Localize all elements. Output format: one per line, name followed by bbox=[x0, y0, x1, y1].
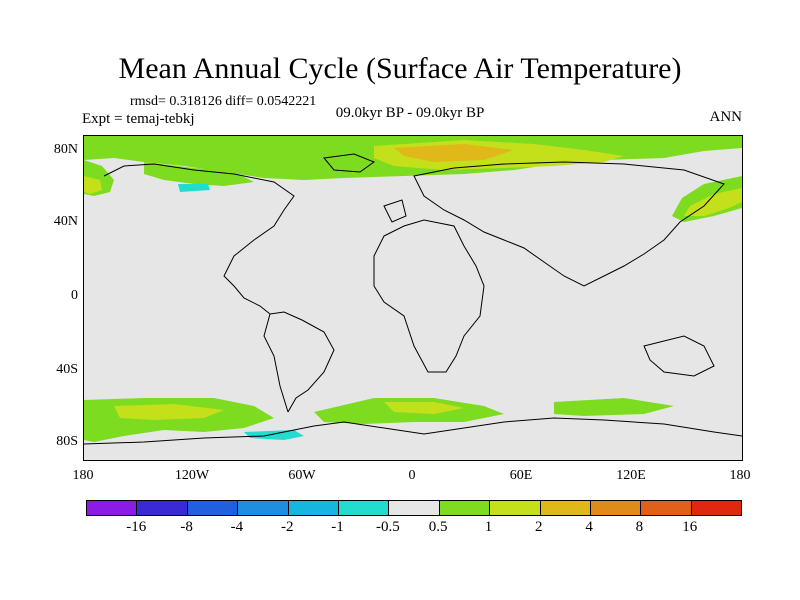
colorbar-label: 0.5 bbox=[428, 519, 448, 535]
anomaly-region-siberia-hot bbox=[394, 144, 514, 162]
colorbar-label: -16 bbox=[126, 519, 147, 535]
colorbar-box-5 bbox=[338, 501, 390, 515]
lat-tick-80n: 80N bbox=[53, 142, 78, 157]
colorbar-label: 4 bbox=[585, 519, 593, 535]
colorbar-box-2 bbox=[187, 501, 239, 515]
rmsd-diff-stats: rmsd= 0.318126 diff= 0.0542221 bbox=[130, 94, 317, 109]
anomaly-region-southern-ocean-indian bbox=[554, 398, 674, 416]
anomaly-region-alaska-warm bbox=[84, 176, 102, 194]
colorbar-box-8 bbox=[490, 501, 541, 515]
anomaly-region-canada bbox=[144, 162, 254, 186]
colorbar-box-7 bbox=[439, 501, 491, 515]
anomaly-region-hudson-cool bbox=[178, 184, 210, 192]
season-label: ANN bbox=[709, 109, 743, 125]
colorbar-label: 1 bbox=[484, 519, 493, 535]
anomaly-region-antarctic-cool bbox=[244, 430, 304, 440]
colorbar-box-6 bbox=[389, 501, 440, 515]
colorbar-box-10 bbox=[590, 501, 642, 515]
lon-tick-60e: 60E bbox=[509, 468, 533, 483]
anomaly-region-ross-warm bbox=[114, 404, 224, 420]
colorbar-box-0 bbox=[87, 501, 138, 515]
colorbar-label: -1 bbox=[331, 519, 344, 535]
anomaly-region-kamchatka-warm bbox=[684, 188, 742, 216]
lon-tick-120e: 120E bbox=[616, 468, 646, 483]
anomaly-region-weddell-warm bbox=[384, 402, 464, 414]
colorbar-box-11 bbox=[641, 501, 692, 515]
period-label: 09.0kyr BP - 09.0kyr BP bbox=[335, 105, 485, 121]
colorbar-box-12 bbox=[691, 501, 742, 515]
colorbar-label: 16 bbox=[682, 519, 698, 535]
colorbar-box-4 bbox=[288, 501, 339, 515]
lon-tick-120w: 120W bbox=[174, 468, 210, 483]
colorbar-label: -2 bbox=[280, 519, 294, 535]
lon-tick-0: 0 bbox=[408, 468, 416, 483]
lon-tick-180w: 180 bbox=[72, 468, 94, 483]
colorbar-box-1 bbox=[137, 501, 188, 515]
lat-tick-40n: 40N bbox=[53, 214, 78, 229]
colorbar-label: 8 bbox=[635, 519, 644, 535]
colorbar-label: -8 bbox=[180, 519, 193, 535]
lat-tick-80s: 80S bbox=[56, 434, 78, 449]
colorbar-box-3 bbox=[238, 501, 289, 515]
colorbar-label: -4 bbox=[230, 519, 244, 535]
chart-title: Mean Annual Cycle (Surface Air Temperatu… bbox=[118, 52, 682, 85]
lat-tick-0: 0 bbox=[71, 288, 78, 303]
coastlines bbox=[84, 153, 742, 445]
world-map-panel bbox=[83, 135, 743, 461]
temperature-anomaly-map bbox=[84, 136, 742, 460]
lon-tick-60w: 60W bbox=[288, 468, 316, 483]
colorbar-label: -0.5 bbox=[375, 519, 400, 535]
experiment-label: Expt = temaj-tebkj bbox=[82, 111, 195, 127]
lon-tick-180e: 180 bbox=[729, 468, 751, 483]
colorbar bbox=[86, 500, 742, 516]
lat-tick-40s: 40S bbox=[56, 362, 78, 377]
colorbar-label: 2 bbox=[535, 519, 543, 535]
colorbar-box-9 bbox=[540, 501, 591, 515]
